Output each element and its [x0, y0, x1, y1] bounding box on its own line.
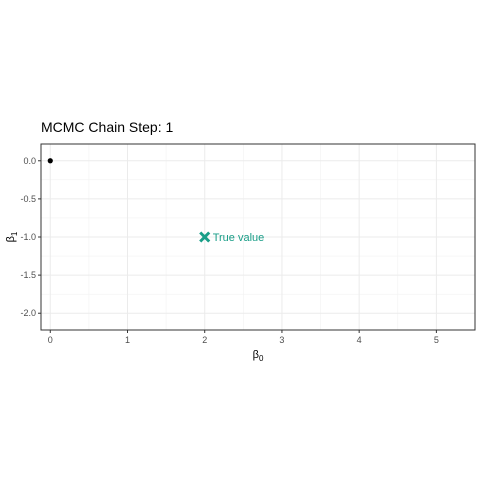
- x-axis-title: β0: [253, 349, 264, 363]
- x-axis: 0 1 2 3 4 5: [48, 330, 439, 345]
- x-tick-label: 4: [357, 335, 362, 345]
- y-axis: 0.0 -0.5 -1.0 -1.5 -2.0: [20, 156, 41, 318]
- x-tick-label: 5: [434, 335, 439, 345]
- y-tick-label: -0.5: [20, 194, 36, 204]
- true-value-label: True value: [213, 232, 265, 244]
- chain-point: [48, 158, 53, 163]
- x-axis-title-sub: 0: [259, 354, 264, 363]
- chart-title: MCMC Chain Step: 1: [41, 119, 173, 135]
- x-tick-label: 3: [279, 335, 284, 345]
- y-tick-label: 0.0: [23, 156, 36, 166]
- y-tick-label: -2.0: [20, 308, 36, 318]
- y-axis-title-sub: 1: [10, 231, 19, 236]
- y-axis-title: β1: [5, 231, 19, 242]
- y-tick-label: -1.5: [20, 270, 36, 280]
- x-tick-label: 0: [48, 335, 53, 345]
- y-tick-label: -1.0: [20, 232, 36, 242]
- x-tick-label: 1: [125, 335, 130, 345]
- x-tick-label: 2: [202, 335, 207, 345]
